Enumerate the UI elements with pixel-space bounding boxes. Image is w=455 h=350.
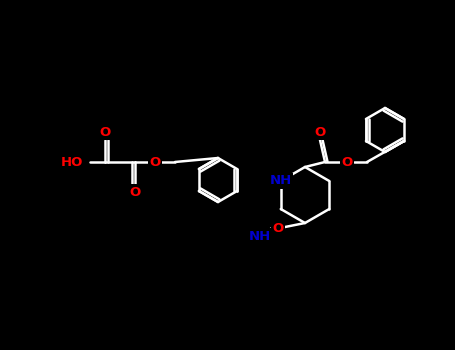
Text: O: O xyxy=(129,186,141,198)
Text: NH: NH xyxy=(270,175,292,188)
Text: HO: HO xyxy=(61,155,83,168)
Text: NH: NH xyxy=(249,230,271,243)
Text: O: O xyxy=(99,126,111,139)
Text: O: O xyxy=(149,155,161,168)
Text: O: O xyxy=(341,155,353,168)
Text: O: O xyxy=(314,126,326,139)
Text: O: O xyxy=(273,222,283,235)
